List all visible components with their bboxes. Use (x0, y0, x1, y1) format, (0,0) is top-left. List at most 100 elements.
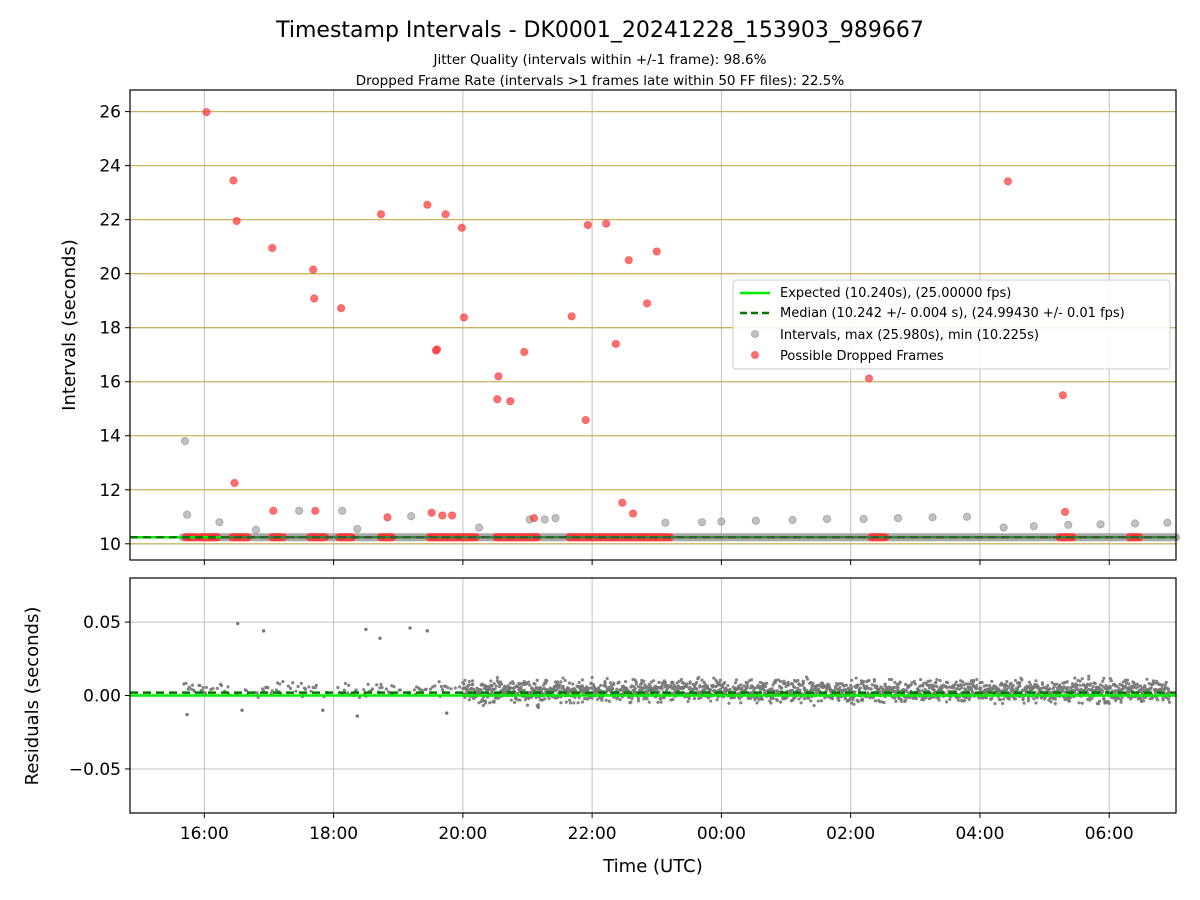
residual-point (428, 687, 433, 691)
residual-point (970, 690, 975, 694)
residual-point (604, 685, 608, 689)
residual-point (657, 690, 661, 695)
residual-point (595, 697, 600, 702)
residual-point (488, 687, 492, 691)
residual-point (1156, 698, 1160, 702)
residual-point (519, 685, 523, 689)
dropped-frame-point (311, 506, 320, 515)
residual-point (636, 699, 641, 703)
residual-point (928, 679, 932, 683)
residual-point (1005, 679, 1009, 684)
residual-point (969, 686, 973, 690)
dropped-frame-point (567, 312, 576, 321)
intervals-y-tick-label: 14 (99, 427, 121, 447)
residual-point (278, 682, 282, 686)
residual-point (896, 685, 900, 689)
residual-point (938, 678, 942, 683)
residual-point (920, 689, 924, 693)
residual-point (714, 685, 718, 689)
residual-point (1080, 701, 1084, 705)
residual-point (1143, 684, 1147, 688)
residual-point (1011, 683, 1015, 688)
residual-point (769, 701, 773, 705)
residual-point (663, 680, 667, 685)
residual-point (640, 681, 644, 685)
residual-point (1035, 696, 1039, 700)
residual-point (495, 676, 499, 680)
residual-point (913, 682, 917, 686)
residual-point (307, 685, 311, 689)
residual-point (935, 677, 939, 682)
dropped-frame-point (602, 219, 611, 228)
residual-point (1087, 677, 1091, 681)
residual-point (1011, 688, 1015, 692)
residual-point (483, 701, 488, 705)
residual-point (1101, 679, 1105, 683)
interval-point (180, 437, 190, 446)
residual-point (975, 687, 979, 691)
residual-point (596, 686, 601, 691)
dropped-frame-point (427, 508, 436, 517)
interval-point (999, 523, 1008, 532)
dropped-frame-point (383, 513, 392, 522)
residual-point (440, 687, 444, 692)
residual-point (856, 699, 860, 704)
residual-point (700, 678, 704, 682)
residual-point (1101, 689, 1105, 694)
residual-point (561, 684, 565, 688)
residual-point (1087, 674, 1091, 678)
residual-point (567, 681, 572, 685)
residual-point (490, 684, 494, 688)
residual-point (933, 688, 937, 693)
residual-point (728, 687, 732, 692)
residual-point (851, 698, 855, 702)
interval-point (859, 514, 868, 524)
residual-point (984, 683, 989, 688)
residual-point (1166, 697, 1171, 701)
residual-point (509, 698, 513, 702)
residual-point (1152, 681, 1157, 685)
dropped-frame-point (493, 395, 502, 404)
residual-point (802, 697, 806, 701)
residual-point (563, 678, 567, 683)
residual-outlier-point (425, 629, 430, 633)
residual-point (864, 687, 868, 691)
residual-point (793, 685, 797, 689)
residual-point (1053, 697, 1057, 701)
residual-point (718, 687, 722, 691)
interval-point (893, 514, 903, 523)
residual-point (833, 684, 838, 689)
residual-point (599, 683, 603, 688)
intervals-y-tick-label: 24 (99, 157, 121, 177)
residual-point (470, 679, 475, 683)
residual-point (662, 695, 666, 700)
residual-point (647, 700, 651, 704)
residual-point (226, 685, 230, 689)
residual-point (745, 684, 749, 688)
residual-point (944, 700, 949, 704)
residual-point (1009, 681, 1013, 685)
residual-point (651, 679, 656, 683)
residual-point (630, 696, 634, 701)
residual-point (948, 697, 952, 702)
residual-point (567, 698, 572, 702)
residual-point (745, 681, 749, 685)
residual-point (1119, 698, 1123, 702)
intervals-plot-frame (129, 89, 1177, 561)
residual-point (497, 685, 502, 689)
residual-point (1061, 687, 1065, 692)
residual-point (1013, 678, 1018, 683)
residual-point (819, 699, 824, 703)
residual-point (1073, 676, 1077, 680)
residual-point (511, 681, 516, 686)
residual-point (1107, 701, 1111, 705)
residual-point (665, 687, 670, 691)
residual-point (695, 687, 699, 691)
residual-point (672, 687, 676, 691)
residual-point (528, 683, 532, 687)
residual-point (940, 685, 944, 690)
residual-point (871, 696, 875, 700)
residual-point (1102, 676, 1106, 680)
residual-point (398, 688, 402, 692)
